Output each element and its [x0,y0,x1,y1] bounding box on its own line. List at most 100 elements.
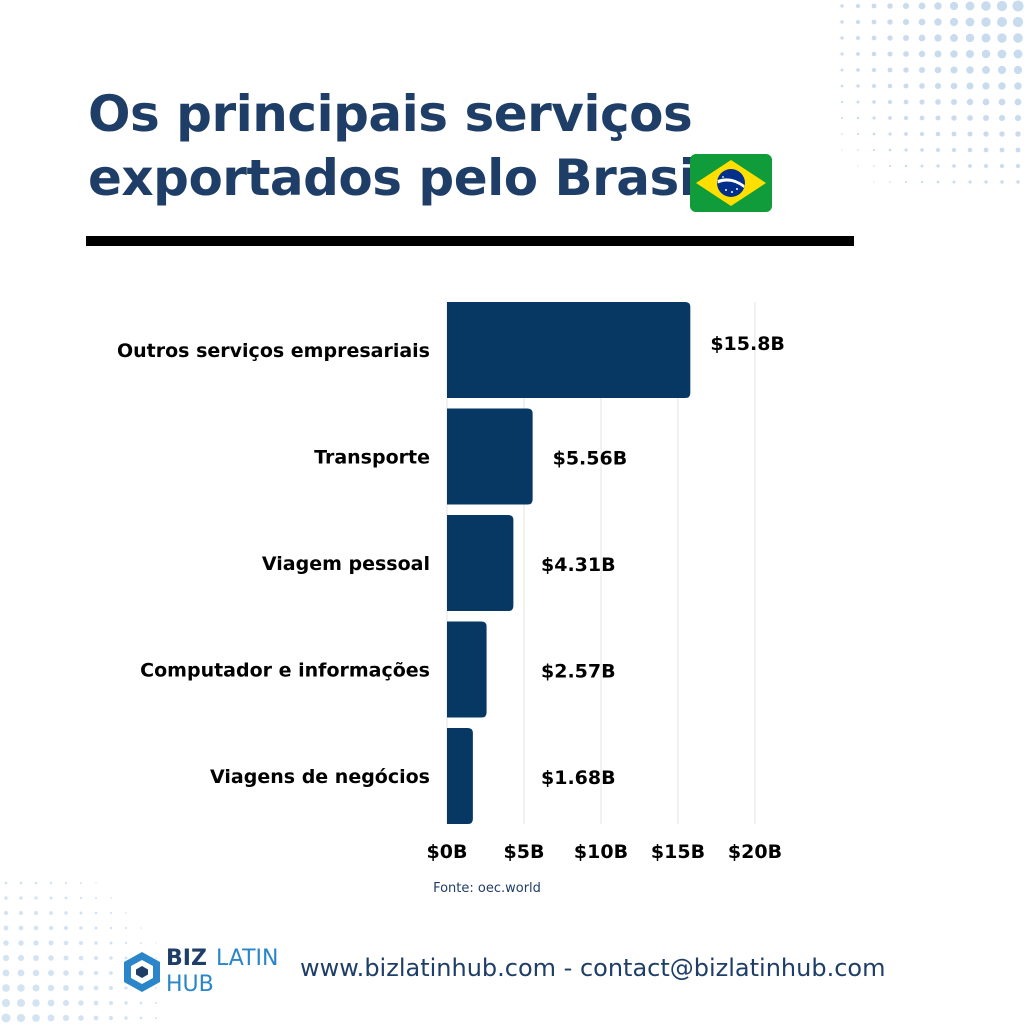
x-tick-label: $0B [427,841,468,863]
decorative-dot [154,1016,158,1020]
decorative-dot [840,116,844,120]
x-tick-label: $15B [651,841,705,863]
decorative-dot [124,1016,128,1020]
decorative-dot [840,100,844,104]
decorative-dot [1015,131,1021,137]
decorative-dot [935,131,941,137]
decorative-dot [47,1014,55,1022]
decorative-dot [873,181,875,183]
decorative-dot [840,20,844,24]
decorative-dot [1013,65,1023,75]
decorative-dot [139,1016,143,1020]
value-label: $2.57B [541,661,616,683]
decorative-dot [903,99,909,105]
decorative-dot [996,16,1008,28]
contact-line[interactable]: www.bizlatinhub.com - contact@bizlatinhu… [300,954,886,982]
decorative-dot [1,1013,11,1023]
decorative-dot [997,33,1007,43]
decorative-dot [999,163,1005,169]
decorative-dot [966,98,974,106]
flag-star [725,189,727,191]
decorative-dot [871,19,877,25]
decorative-dot [919,99,925,105]
decorative-dot [1014,98,1022,106]
decorative-dot [108,1015,114,1021]
decorative-dot [855,19,861,25]
decorative-dot [998,98,1006,106]
chart-category-labels: Outros serviços empresariais Transporte Vi… [117,340,430,788]
bizlatinhub-logo[interactable]: BIZ LATIN HUB [122,944,279,1004]
decorative-dot [872,148,876,152]
value-label: $15.8B [710,333,785,355]
decorative-dot [981,49,991,59]
decorative-dot [856,84,860,88]
decorative-dot [109,911,113,915]
decorative-dot [125,912,127,914]
decorative-dot [64,926,68,930]
decorative-dot [64,911,68,915]
decorative-dot [904,164,908,168]
flag-star [736,188,738,190]
decorative-dot [967,131,973,137]
chart-bars [447,302,691,824]
chart-value-labels: $15.8B $5.56B $4.31B $2.57B $1.68B [541,333,785,789]
decorative-dot [1014,114,1022,122]
decorative-dot [856,52,860,56]
decorative-dot [872,116,876,120]
flag-band [717,178,745,188]
decorative-dot [997,65,1007,75]
decorative-dot [1015,147,1021,153]
decorative-dot [840,68,844,72]
decorative-dot [887,3,893,9]
bar [447,515,514,611]
decorative-dot [1012,16,1024,28]
decorative-dot [934,18,942,26]
decorative-dot [3,925,9,931]
decorative-dot [951,131,957,137]
decorative-dot [949,1,959,11]
brazil-flag-icon [690,154,772,212]
decorative-dot [840,36,844,40]
decorative-dot [840,4,844,8]
decorative-dot [984,164,988,168]
decorative-dot [936,164,940,168]
decorative-dot [840,52,844,56]
x-tick-label: $5B [504,841,545,863]
decorative-dot [871,51,877,57]
category-label: Outros serviços empresariais [117,340,430,362]
bar-chart: Outros serviços empresariais Transporte Vi… [117,302,785,896]
page-title: Os principais serviços exportados pelo B… [88,82,828,210]
value-label: $4.31B [541,554,616,576]
decorative-dot [872,84,876,88]
logo-text-hub: HUB [166,972,214,997]
decorative-dot [78,1015,84,1021]
decorative-dot [982,82,990,90]
decorative-dot [872,100,876,104]
decorative-dot [950,98,958,106]
decorative-dot [48,925,54,931]
decorative-dot [920,148,924,152]
decorative-dot [34,911,38,915]
decorative-dot [936,148,940,152]
decorative-dot [856,68,860,72]
logo-text-latin: LATIN [216,946,279,971]
decorative-dot [950,50,958,58]
bar [447,728,473,824]
decorative-dot [904,180,908,184]
decorative-dot [1016,180,1020,184]
decorative-dot [1013,49,1023,59]
decorative-dot [871,35,877,41]
decorative-dot [952,164,956,168]
decorative-dot [33,925,39,931]
decorative-dot [998,114,1006,122]
decorative-dot [887,67,893,73]
decorative-dot [934,34,942,42]
decorative-dot [919,83,925,89]
decorative-dot [902,18,910,26]
decorative-dot [887,51,893,57]
decorative-dot [965,17,975,27]
bizlatinhub-logo-icon [124,952,160,992]
title-line-1: Os principais serviços [88,85,693,143]
decorative-dot [983,147,989,153]
decorative-dot [1013,33,1023,43]
